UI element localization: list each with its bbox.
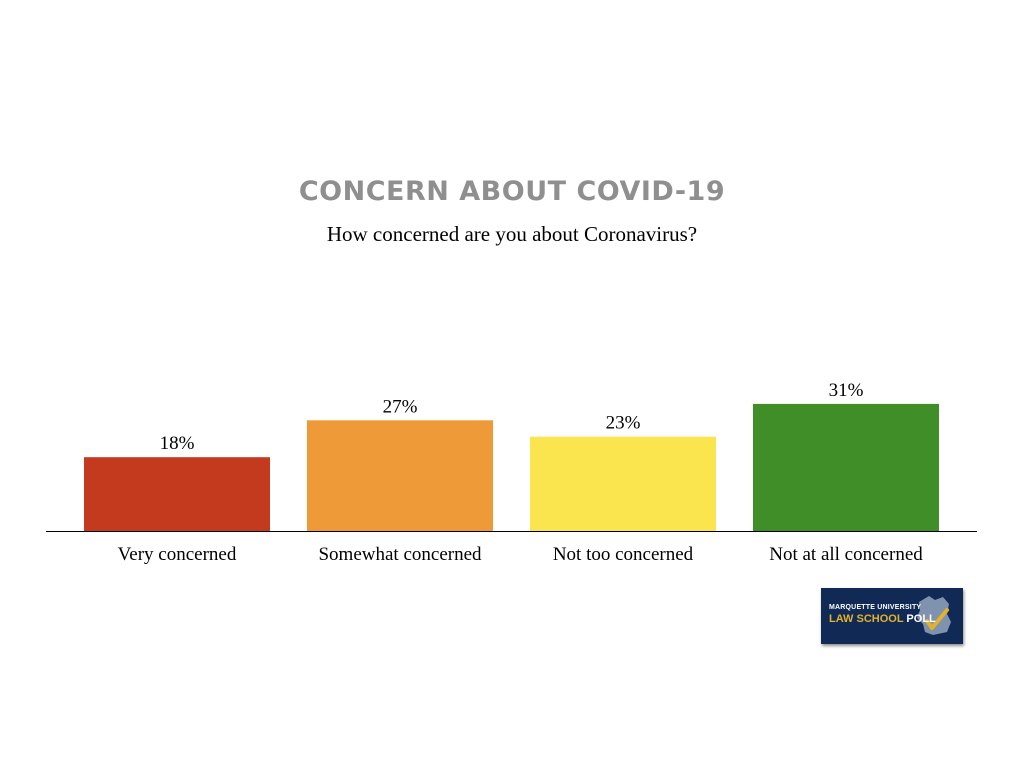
logo-line-law-school: LAW SCHOOL POLL [829, 613, 936, 625]
bar-not-too-concerned [530, 436, 716, 531]
chart-title: CONCERN ABOUT COVID-19 [298, 176, 726, 207]
logo-law-school-text: LAW SCHOOL [829, 613, 904, 625]
bars-group [84, 403, 939, 531]
category-label-not-too-concerned: Not too concerned [553, 544, 694, 565]
chart-subtitle: How concerned are you about Coronavirus? [326, 222, 698, 246]
marquette-law-school-poll-logo: MARQUETTE UNIVERSITY LAW SCHOOL POLL [821, 588, 963, 644]
value-label-very-concerned: 18% [160, 433, 195, 454]
value-label-not-too-concerned: 23% [606, 413, 641, 434]
logo-poll-text: POLL [906, 613, 936, 625]
bar-very-concerned [84, 457, 270, 531]
bar-somewhat-concerned [307, 420, 493, 531]
value-label-somewhat-concerned: 27% [383, 396, 418, 417]
wisconsin-checkmark-icon [917, 596, 951, 635]
labels-group: 18% Very concerned 27% Somewhat concerned 23… [118, 380, 924, 565]
category-label-very-concerned: Very concerned [118, 544, 237, 565]
bar-not-at-all-concerned [753, 403, 939, 531]
value-label-not-at-all-concerned: 31% [829, 380, 864, 401]
category-label-somewhat-concerned: Somewhat concerned [318, 544, 482, 565]
category-label-not-at-all-concerned: Not at all concerned [769, 544, 923, 565]
logo-line-university: MARQUETTE UNIVERSITY [829, 604, 922, 611]
